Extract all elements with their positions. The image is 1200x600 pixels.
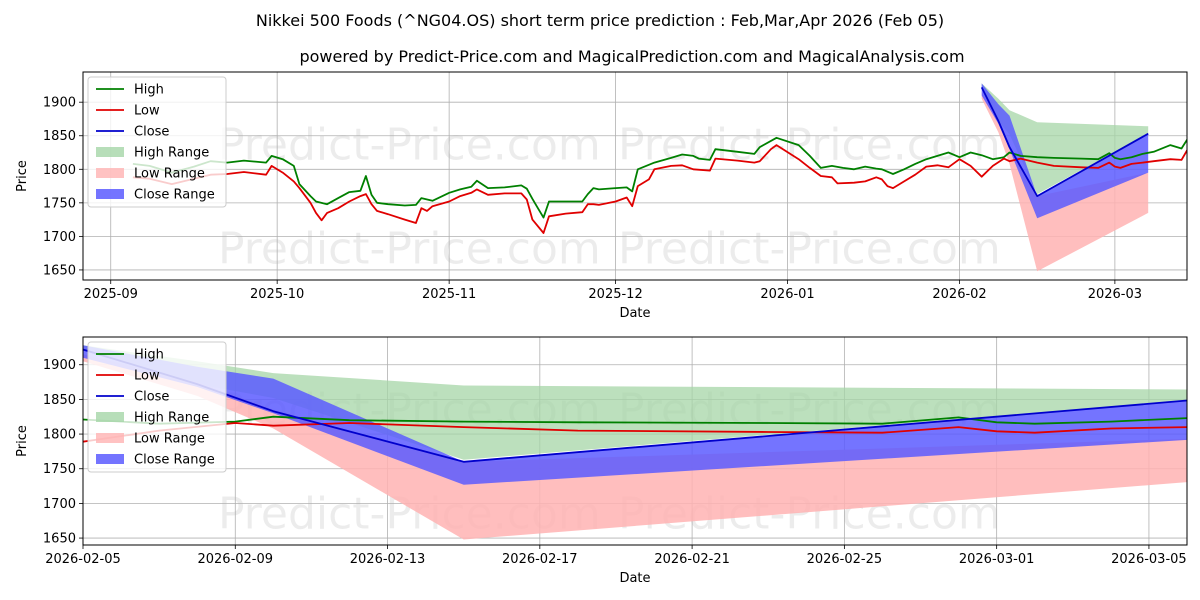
legend-fill-swatch <box>96 433 124 443</box>
x-axis-label: Date <box>619 306 650 321</box>
y-axis-label: Price <box>15 160 30 192</box>
plot-frame <box>82 336 1188 546</box>
legend-label: High <box>134 83 164 98</box>
chart-subtitle: powered by Predict-Price.com and Magical… <box>299 47 964 66</box>
x-tick-label: 2026-02-05 <box>45 552 121 567</box>
x-tick-label: 2026-03-01 <box>959 552 1035 567</box>
x-tick-label: 2026-02 <box>932 287 986 302</box>
x-tick-label: 2025-12 <box>588 287 642 302</box>
y-tick-label: 1850 <box>43 393 76 408</box>
watermark-text: Predict-Price.com <box>218 119 601 170</box>
x-tick-label: 2025-10 <box>250 287 304 302</box>
y-axis-label: Price <box>15 425 30 457</box>
low-range-band <box>83 354 1187 540</box>
bottom-panel: Predict-Price.comPredict-Price.comPredic… <box>15 336 1188 586</box>
close-series-line <box>980 86 1149 197</box>
low-series-line <box>132 144 1187 234</box>
y-tick-label: 1650 <box>43 263 76 278</box>
legend-label: High Range <box>134 146 209 161</box>
legend-label: Close Range <box>134 453 215 468</box>
x-tick-label: 2026-02-17 <box>502 552 578 567</box>
y-tick-label: 1750 <box>43 462 76 477</box>
legend-label: Low Range <box>134 167 205 182</box>
x-tick-label: 2026-02-09 <box>197 552 273 567</box>
legend-label: Close <box>134 125 169 140</box>
y-tick-label: 1700 <box>43 497 76 512</box>
gridlines: 2025-09 2025-10 2025-11 2025-12 2026-01 2026-… <box>43 72 1187 302</box>
watermark-group: Predict-Price.com Predict-Price.com Predic… <box>218 119 1001 274</box>
low-range-band <box>981 92 1149 272</box>
watermark-text: Predict-Price.com <box>618 223 1001 274</box>
top-panel: Predict-Price.com Predict-Price.com Predic… <box>15 71 1188 321</box>
x-tick-label: 2025-09 <box>84 287 138 302</box>
plot-frame <box>82 71 1188 281</box>
legend-fill-swatch <box>96 168 124 178</box>
watermark-text: Predict-Price.com <box>218 223 601 274</box>
high-series-line <box>132 136 1187 219</box>
legend-label: High Range <box>134 411 209 426</box>
gridlines: 2026-02-05 2026-02-09 2026-02-13 2026-02-17… <box>43 337 1187 567</box>
high-range-band <box>83 345 1187 460</box>
close-range-band <box>981 83 1149 219</box>
y-tick-label: 1650 <box>43 532 76 547</box>
x-tick-label: 2026-02-13 <box>350 552 426 567</box>
close-range-band <box>83 345 1187 485</box>
legend-label: Close <box>134 390 169 405</box>
x-tick-label: 2026-02-25 <box>807 552 883 567</box>
y-tick-label: 1800 <box>43 428 76 443</box>
legend-label: High <box>134 348 164 363</box>
legend-fill-swatch <box>96 147 124 157</box>
legend-label: Close Range <box>134 188 215 203</box>
legend: High Low Close High Range Low Range Close Ran… <box>87 341 227 473</box>
legend-fill-swatch <box>96 412 124 422</box>
y-tick-label: 1800 <box>43 163 76 178</box>
high-range-band <box>981 83 1149 195</box>
legend-label: Low Range <box>134 432 205 447</box>
x-axis-label: Date <box>619 571 650 586</box>
x-tick-label: 2026-03-05 <box>1111 552 1187 567</box>
x-tick-label: 2025-11 <box>422 287 476 302</box>
legend-label: Low <box>134 369 160 384</box>
x-tick-label: 2026-01 <box>760 287 814 302</box>
chart-title: Nikkei 500 Foods (^NG04.OS) short term p… <box>256 11 944 30</box>
x-tick-label: 2026-03 <box>1088 287 1142 302</box>
legend-label: Low <box>134 104 160 119</box>
legend: High Low Close High Range Low Range Close Ran… <box>87 76 227 208</box>
y-tick-label: 1900 <box>43 96 76 111</box>
legend-fill-swatch <box>96 189 124 199</box>
x-tick-label: 2026-02-21 <box>654 552 730 567</box>
watermark-text: Predict-Price.com <box>618 119 1001 170</box>
y-tick-label: 1900 <box>43 358 76 373</box>
y-tick-label: 1700 <box>43 230 76 245</box>
y-tick-label: 1750 <box>43 196 76 211</box>
y-tick-label: 1850 <box>43 129 76 144</box>
legend-fill-swatch <box>96 454 124 464</box>
plot-area <box>132 83 1187 272</box>
